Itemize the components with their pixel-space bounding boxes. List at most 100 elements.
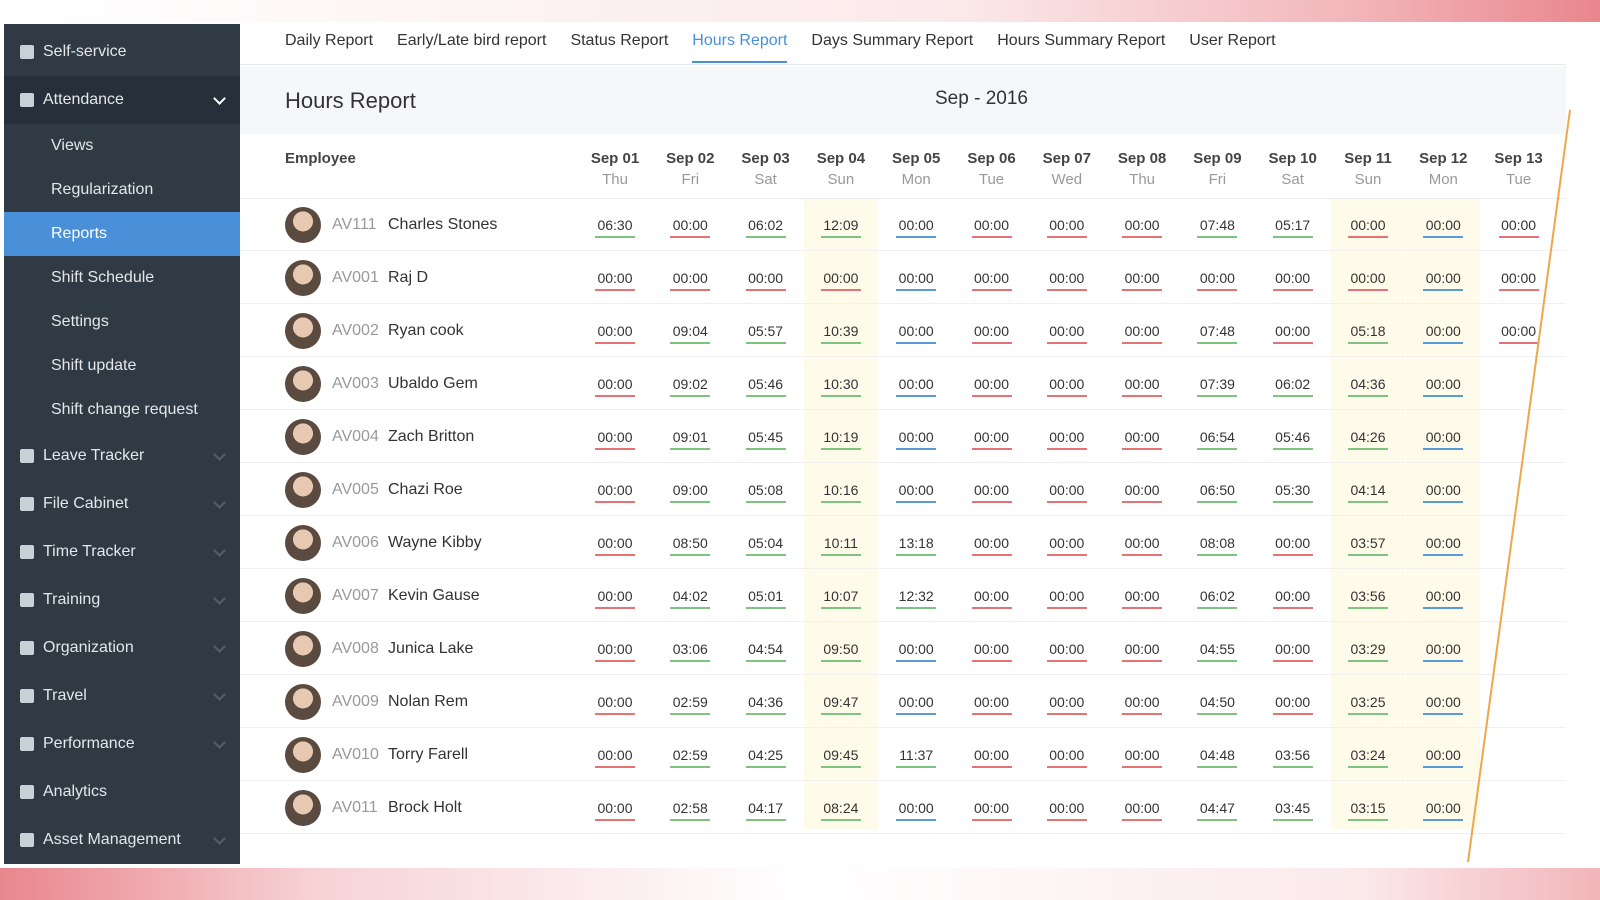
tab[interactable]: Early/Late bird report <box>397 32 547 49</box>
hours-cell: 00:00 <box>597 800 633 816</box>
employee-name[interactable]: Wayne Kibby <box>388 534 482 551</box>
nav-item[interactable]: Training <box>4 576 240 624</box>
status-underline <box>595 448 635 450</box>
hours-cell: 10:07 <box>823 588 859 604</box>
status-underline <box>971 395 1012 397</box>
status-underline <box>971 819 1012 821</box>
hours-cell: 00:00 <box>1350 270 1386 286</box>
avatar <box>285 737 321 773</box>
row-divider <box>240 250 1566 251</box>
status-underline <box>1197 819 1238 821</box>
status-underline <box>745 554 786 556</box>
employee-name[interactable]: Zach Britton <box>388 428 475 445</box>
employee-name[interactable]: Ryan cook <box>388 322 464 339</box>
hours-cell: 00:00 <box>1275 535 1311 551</box>
status-underline <box>1197 395 1238 397</box>
hours-cell: 08:50 <box>672 535 708 551</box>
nav-item[interactable]: Shift update <box>4 344 240 388</box>
hours-cell: 03:25 <box>1350 694 1386 710</box>
tab[interactable]: Hours Summary Report <box>997 32 1166 49</box>
status-underline <box>1197 554 1238 556</box>
nav-item[interactable]: Travel <box>4 672 240 720</box>
nav-item[interactable]: Regularization <box>4 168 240 212</box>
hours-cell: 00:00 <box>597 694 633 710</box>
column-day: Mon <box>901 171 931 188</box>
status-underline <box>745 501 786 503</box>
hours-cell: 00:00 <box>973 429 1010 445</box>
nav-item[interactable]: Organization <box>4 624 240 672</box>
tab[interactable]: Status Report <box>570 32 669 49</box>
status-underline <box>820 395 861 397</box>
employee-name[interactable]: Ubaldo Gem <box>388 375 478 392</box>
nav-label: Settings <box>51 313 109 330</box>
nav-item[interactable]: Reports <box>4 212 240 256</box>
status-underline <box>670 713 711 715</box>
nav-item[interactable]: Self-service <box>4 28 240 76</box>
row-divider <box>240 356 1566 357</box>
status-underline <box>1423 395 1464 397</box>
nav-item[interactable]: Leave Tracker <box>4 432 240 480</box>
nav-item[interactable]: Shift change request <box>4 388 240 432</box>
status-underline <box>1122 713 1163 715</box>
hours-cell: 00:00 <box>898 641 934 657</box>
nav-item[interactable]: Attendance <box>4 76 240 124</box>
nav-item[interactable]: Analytics <box>4 768 240 816</box>
hours-cell: 00:00 <box>898 270 934 286</box>
nav-item[interactable]: Settings <box>4 300 240 344</box>
hours-cell: 00:00 <box>973 270 1010 286</box>
status-underline <box>1348 660 1388 662</box>
employee-name[interactable]: Nolan Rem <box>388 693 469 710</box>
status-underline <box>1423 236 1464 238</box>
employee-name[interactable]: Brock Holt <box>388 799 462 816</box>
employee-name[interactable]: Torry Farell <box>388 746 469 763</box>
status-underline <box>1348 766 1388 768</box>
nav-item[interactable]: Time Tracker <box>4 528 240 576</box>
hours-cell: 09:00 <box>672 482 708 498</box>
employee-name[interactable]: Chazi Roe <box>388 481 463 498</box>
nav-item[interactable]: Views <box>4 124 240 168</box>
tab[interactable]: User Report <box>1189 32 1276 49</box>
hours-cell: 06:02 <box>748 217 784 233</box>
column-day: Sun <box>1354 171 1382 188</box>
status-underline <box>1272 501 1313 503</box>
column-day: Thu <box>602 171 628 188</box>
hours-cell: 00:00 <box>1425 429 1461 445</box>
hours-cell: 00:00 <box>973 376 1010 392</box>
nav-item[interactable]: Shift Schedule <box>4 256 240 300</box>
column-day: Wed <box>1051 171 1083 188</box>
status-underline <box>1498 342 1539 344</box>
status-underline <box>1423 289 1464 291</box>
nav-item[interactable]: Performance <box>4 720 240 768</box>
tab[interactable]: Daily Report <box>285 32 374 49</box>
employee-name[interactable]: Junica Lake <box>388 640 474 657</box>
employee-name[interactable]: Charles Stones <box>388 216 498 233</box>
status-underline <box>1272 395 1313 397</box>
status-underline <box>670 289 711 291</box>
hours-cell: 00:00 <box>597 429 633 445</box>
hours-cell: 00:00 <box>1124 429 1160 445</box>
hours-cell: 00:00 <box>1049 323 1085 339</box>
nav-item[interactable]: File Cabinet <box>4 480 240 528</box>
status-underline <box>1423 713 1464 715</box>
decor-line <box>1467 109 1571 863</box>
tab[interactable]: Hours Report <box>692 32 788 49</box>
employee-name[interactable]: Kevin Gause <box>388 587 480 604</box>
nav-icon <box>20 593 34 607</box>
hours-cell: 00:00 <box>1275 323 1311 339</box>
status-underline <box>1197 448 1238 450</box>
nav-item[interactable]: Asset Management <box>4 816 240 864</box>
employee-id: AV011 <box>332 799 378 816</box>
status-underline <box>971 660 1012 662</box>
hours-cell: 00:00 <box>597 270 633 286</box>
status-underline <box>1423 819 1464 821</box>
nav-label: File Cabinet <box>43 495 129 512</box>
nav-icon <box>20 689 34 703</box>
row-divider <box>240 568 1566 569</box>
status-underline <box>1272 819 1313 821</box>
tab[interactable]: Days Summary Report <box>811 32 974 49</box>
employee-name[interactable]: Raj D <box>388 269 429 286</box>
hours-cell: 00:00 <box>1124 270 1160 286</box>
hours-cell: 00:00 <box>597 376 633 392</box>
employee-id: AV008 <box>332 640 379 657</box>
row-divider <box>240 621 1566 622</box>
